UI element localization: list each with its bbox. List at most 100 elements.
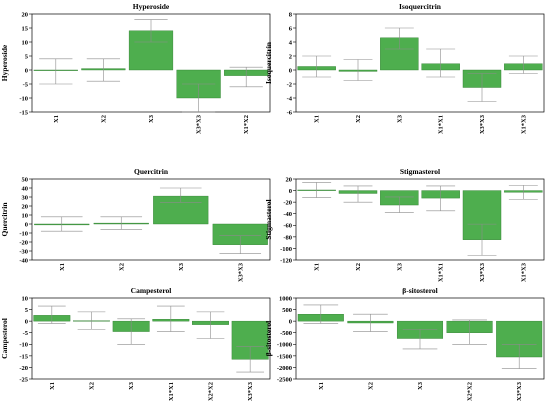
y-tick-label: -10 — [19, 95, 28, 102]
y-tick-label: -30 — [19, 248, 28, 255]
x-category-label: X3*X3 — [196, 114, 203, 134]
plot-frame — [295, 178, 545, 261]
y-tick-label: -500 — [280, 330, 292, 337]
y-tick-label: 8 — [289, 11, 293, 18]
x-category-label: X3*X3 — [247, 381, 254, 401]
y-tick-label: -2 — [287, 81, 292, 88]
x-category-label: X2*X2 — [467, 382, 474, 401]
chart-title: Hyperoside — [133, 2, 170, 11]
y-tick-label: -10 — [19, 230, 28, 237]
y-tick-label: -40 — [19, 257, 28, 264]
y-tick-label: 20 — [286, 176, 293, 183]
x-category-label: X1 — [318, 382, 325, 390]
y-tick-label: -15 — [19, 353, 28, 360]
x-category-label: X3*X3 — [516, 381, 523, 401]
y-tick-label: 10 — [22, 295, 29, 302]
chart-panel-1: Isoquercitrin Isoquercitrin -6 -4 -2 0 2 4 6 8 X1 X… — [264, 2, 545, 134]
x-category-label: X2 — [367, 382, 374, 390]
y-tick-label: -1000 — [277, 342, 292, 349]
y-tick-label: 500 — [282, 307, 292, 314]
chart-panel-4: Campesterol Campesterol -25 -20 -15 -10 -5 0 5 10… — [0, 286, 271, 401]
y-tick-label: 10 — [22, 39, 29, 46]
chart-panel-2: Quercitrin Quercitrin -40 -30 -20 -10 0 10 20 30 4… — [0, 167, 271, 282]
y-tick-label: 5 — [25, 307, 29, 314]
y-tick-label: 0 — [289, 319, 292, 326]
x-category-label: X3*X3 — [237, 262, 244, 282]
y-axis-label: Quercitrin — [0, 202, 9, 237]
x-category-label: X2*X2 — [208, 382, 215, 401]
y-tick-label: -10 — [19, 342, 28, 349]
y-tick-label: -1500 — [277, 353, 292, 360]
x-category-label: X3*X3 — [479, 114, 486, 134]
y-tick-label: 1000 — [279, 295, 292, 302]
x-category-label: X1*X1 — [438, 115, 445, 134]
y-tick-label: -80 — [283, 234, 292, 241]
x-category-label: X1*X3 — [520, 262, 527, 282]
y-tick-label: -6 — [287, 109, 293, 116]
y-tick-label: 0 — [25, 67, 28, 74]
x-category-label: X3 — [128, 381, 135, 390]
y-tick-label: -120 — [280, 257, 292, 264]
plot-frame — [31, 13, 271, 113]
x-category-label: X2 — [118, 263, 125, 271]
plot-frame — [31, 297, 271, 380]
y-axis-label: Hyperoside — [0, 44, 9, 81]
x-category-label: X1*X1 — [168, 382, 175, 401]
x-category-label: X2 — [100, 115, 107, 123]
x-category-label: X3 — [178, 262, 185, 271]
y-tick-label: 40 — [22, 185, 29, 192]
x-category-label: X3 — [148, 114, 155, 123]
chart-title: Stigmasterol — [400, 167, 440, 176]
x-category-label: X1 — [314, 263, 321, 271]
x-category-label: X1*X3 — [520, 114, 527, 134]
y-tick-label: -5 — [23, 81, 29, 88]
y-tick-label: -2000 — [277, 365, 292, 372]
y-tick-label: -2500 — [277, 376, 292, 383]
plot-frame — [295, 297, 545, 380]
y-axis-label: β-sitosterol — [264, 321, 273, 356]
plot-frame — [295, 13, 545, 113]
y-tick-label: -20 — [283, 200, 292, 207]
y-tick-label: 50 — [22, 176, 29, 183]
y-tick-label: 0 — [289, 67, 292, 74]
y-axis-label: Isoquercitrin — [264, 41, 273, 84]
chart-title: β-sitosterol — [402, 286, 437, 295]
y-tick-label: -25 — [19, 376, 28, 383]
y-tick-label: -20 — [19, 365, 28, 372]
y-tick-label: 15 — [22, 25, 29, 32]
y-tick-label: 2 — [289, 53, 292, 60]
x-category-label: X1*X1 — [438, 263, 445, 282]
x-category-label: X3 — [396, 114, 403, 123]
x-category-label: X1 — [49, 382, 56, 390]
y-tick-label: 5 — [25, 53, 29, 60]
y-tick-label: 0 — [25, 319, 28, 326]
y-tick-label: 10 — [22, 212, 29, 219]
y-tick-label: -4 — [287, 95, 293, 102]
chart-title: Campesterol — [131, 286, 172, 295]
x-category-label: X1 — [314, 115, 321, 123]
y-tick-label: -100 — [280, 246, 292, 253]
x-category-label: X1 — [59, 263, 66, 271]
y-tick-label: -40 — [283, 211, 292, 218]
y-axis-label: Stigmasterol — [264, 199, 273, 239]
y-tick-label: -20 — [19, 239, 28, 246]
y-tick-label: -15 — [19, 109, 28, 116]
chart-title: Isoquercitrin — [399, 2, 442, 11]
x-category-label: X3 — [396, 262, 403, 271]
y-tick-label: 4 — [289, 39, 293, 46]
x-category-label: X1*X2 — [243, 115, 250, 134]
y-tick-label: 0 — [289, 188, 292, 195]
x-category-label: X2 — [89, 382, 96, 390]
plot-frame — [31, 178, 271, 261]
y-tick-label: 6 — [289, 25, 293, 32]
y-tick-label: -60 — [283, 223, 292, 230]
x-category-label: X3 — [417, 381, 424, 390]
chart-panel-3: Stigmasterol Stigmasterol -120 -100 -80 -60 -4… — [264, 167, 545, 282]
x-category-label: X2 — [355, 263, 362, 271]
y-tick-label: -5 — [23, 330, 29, 337]
chart-title: Quercitrin — [134, 167, 169, 176]
y-tick-label: 0 — [25, 221, 28, 228]
chart-panel-0: Hyperoside Hyperoside -15 -10 -5 0 5 10 15 20 X1 X2… — [0, 2, 271, 134]
y-tick-label: 20 — [22, 11, 29, 18]
